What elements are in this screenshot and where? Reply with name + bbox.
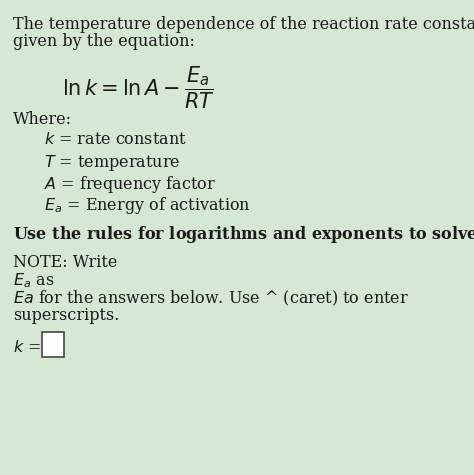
Text: $k$ =: $k$ = — [13, 339, 41, 356]
Text: $Ea$ for the answers below. Use ^ (caret) to enter: $Ea$ for the answers below. Use ^ (caret… — [13, 289, 409, 308]
Text: given by the equation:: given by the equation: — [13, 33, 195, 50]
Text: Use the rules for logarithms and exponents to solve for $k$.: Use the rules for logarithms and exponen… — [13, 224, 474, 246]
Text: superscripts.: superscripts. — [13, 306, 120, 323]
Text: $\ln k = \ln A - \dfrac{E_a}{RT}$: $\ln k = \ln A - \dfrac{E_a}{RT}$ — [62, 65, 215, 111]
Text: The temperature dependence of the reaction rate constant is: The temperature dependence of the reacti… — [13, 16, 474, 33]
Text: $T$ = temperature: $T$ = temperature — [44, 152, 180, 172]
Text: $E_a$ = Energy of activation: $E_a$ = Energy of activation — [44, 196, 251, 217]
Text: $E_a$ as: $E_a$ as — [13, 271, 55, 290]
Text: $A$ = frequency factor: $A$ = frequency factor — [44, 174, 216, 195]
FancyBboxPatch shape — [42, 332, 64, 357]
Text: $k$ = rate constant: $k$ = rate constant — [44, 131, 187, 148]
Text: Where:: Where: — [13, 112, 73, 129]
Text: NOTE: Write: NOTE: Write — [13, 254, 118, 271]
